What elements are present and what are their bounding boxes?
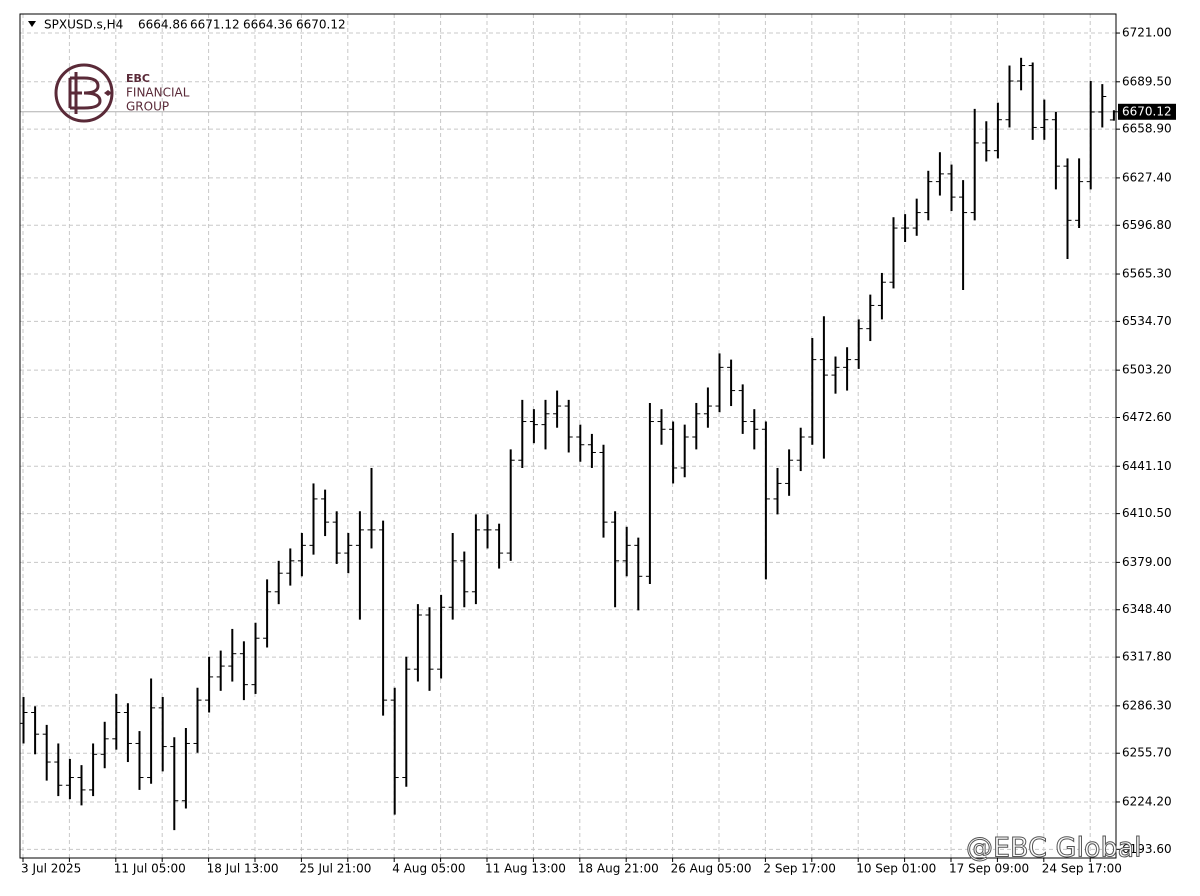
y-tick-label: 6503.20: [1122, 363, 1172, 377]
x-tick-label: 10 Sep 01:00: [856, 862, 936, 876]
close-value: 6670.12: [296, 18, 346, 32]
y-tick-label: 6689.50: [1122, 74, 1172, 88]
price-label-box: [1118, 103, 1176, 120]
price-label: 6670.12: [1122, 104, 1172, 118]
grid: [20, 14, 1116, 858]
y-tick-label: 6379.00: [1122, 555, 1172, 569]
x-tick-label: 24 Sep 17:00: [1042, 862, 1122, 876]
watermark: @EBC Global: [966, 833, 1142, 864]
x-tick-label: 11 Aug 13:00: [485, 862, 566, 876]
x-tick-label: 4 Aug 05:00: [392, 862, 465, 876]
y-tick-label: 6193.60: [1122, 842, 1172, 856]
x-tick-label: 11 Jul 05:00: [114, 862, 186, 876]
logo-diamond: [104, 90, 112, 96]
axes: 6721.00 6689.50 6658.90 6627.40 6596.80 6565.…: [21, 26, 1176, 876]
header-arrow: [28, 21, 36, 27]
y-tick-label: 6286.30: [1122, 698, 1172, 712]
logo-text: FINANCIAL: [126, 86, 190, 100]
y-tick-label: 6534.70: [1122, 314, 1172, 328]
x-tick-label: 18 Aug 21:00: [578, 862, 659, 876]
y-tick-label: 6472.60: [1122, 410, 1172, 424]
logo-mark: [68, 72, 102, 114]
y-tick-label: 6348.40: [1122, 602, 1172, 616]
logo-text: GROUP: [126, 100, 169, 114]
x-tick-label: 18 Jul 13:00: [207, 862, 279, 876]
y-tick-label: 6565.30: [1122, 267, 1172, 281]
y-tick-label: 6410.50: [1122, 506, 1172, 520]
y-tick-label: 6224.20: [1122, 794, 1172, 808]
x-tick-label: 17 Sep 09:00: [949, 862, 1029, 876]
symbol: SPXUSD.s,H4: [44, 18, 123, 32]
x-tick-label: 3 Jul 2025: [21, 862, 81, 876]
y-tick-label: 6658.90: [1122, 122, 1172, 136]
low-value: 6664.36: [243, 18, 293, 32]
y-tick-label: 6317.80: [1122, 650, 1172, 664]
y-tick-label: 6721.00: [1122, 26, 1172, 40]
plot-frame: [19, 13, 1117, 859]
logo-text: EBC: [126, 72, 150, 85]
y-tick-label: 6596.80: [1122, 218, 1172, 232]
y-tick-label: 6255.70: [1122, 746, 1172, 760]
open-value: 6664.86: [138, 18, 188, 32]
y-tick-label: 6627.40: [1122, 170, 1172, 184]
y-tick-label: 6441.10: [1122, 459, 1172, 473]
logo: EBC FINANCIAL GROUP: [54, 63, 190, 123]
header: SPXUSD.s,H4 6664.86 6671.12 6664.36 6670…: [28, 18, 346, 32]
x-tick-label: 25 Jul 21:00: [299, 862, 371, 876]
high-value: 6671.12: [190, 18, 240, 32]
x-tick-label: 26 Aug 05:00: [671, 862, 752, 876]
bars: [19, 57, 1118, 831]
x-tick-label: 2 Sep 17:00: [763, 862, 835, 876]
